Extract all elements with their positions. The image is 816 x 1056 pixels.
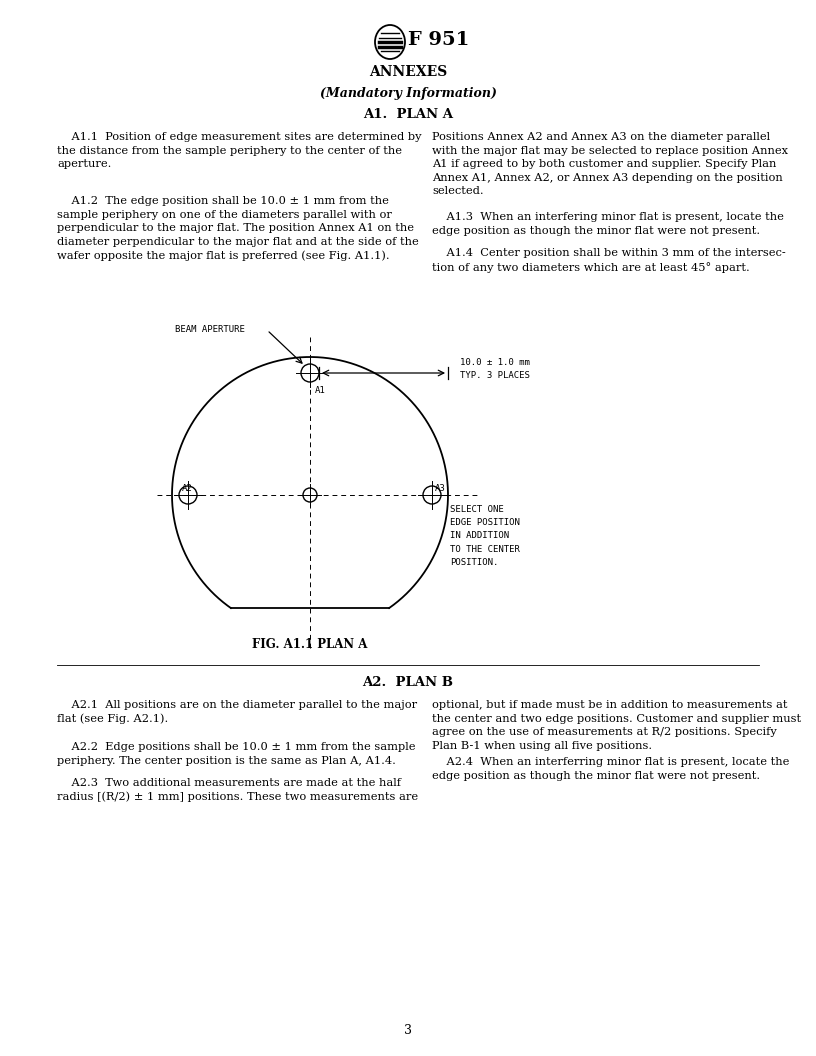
Text: optional, but if made must be in addition to measurements at
the center and two : optional, but if made must be in additio… xyxy=(432,700,801,751)
Text: FIG. A1.1 PLAN A: FIG. A1.1 PLAN A xyxy=(252,639,368,652)
Text: A3: A3 xyxy=(435,484,446,493)
Text: A1.  PLAN A: A1. PLAN A xyxy=(363,108,453,120)
Text: 10.0 ± 1.0 mm
TYP. 3 PLACES: 10.0 ± 1.0 mm TYP. 3 PLACES xyxy=(460,358,530,380)
Text: ANNEXES: ANNEXES xyxy=(369,65,447,79)
Text: A2.  PLAN B: A2. PLAN B xyxy=(362,676,454,689)
Text: A2.3  Two additional measurements are made at the half
radius [(R/2) ± 1 mm] pos: A2.3 Two additional measurements are mad… xyxy=(57,778,418,803)
Text: A2: A2 xyxy=(182,484,193,493)
Text: A1.2  The edge position shall be 10.0 ± 1 mm from the
sample periphery on one of: A1.2 The edge position shall be 10.0 ± 1… xyxy=(57,196,419,261)
Text: F 951: F 951 xyxy=(408,31,469,49)
Text: Positions Annex A2 and Annex A3 on the diameter parallel
with the major flat may: Positions Annex A2 and Annex A3 on the d… xyxy=(432,132,788,196)
Text: A1.4  Center position shall be within 3 mm of the intersec-
tion of any two diam: A1.4 Center position shall be within 3 m… xyxy=(432,248,786,272)
Text: A2.2  Edge positions shall be 10.0 ± 1 mm from the sample
periphery. The center : A2.2 Edge positions shall be 10.0 ± 1 mm… xyxy=(57,742,415,766)
Text: A1.3  When an interfering minor flat is present, locate the
edge position as tho: A1.3 When an interfering minor flat is p… xyxy=(432,212,784,235)
Text: A1: A1 xyxy=(315,386,326,395)
Text: A2.1  All positions are on the diameter parallel to the major
flat (see Fig. A2.: A2.1 All positions are on the diameter p… xyxy=(57,700,417,724)
Text: SELECT ONE
EDGE POSITION
IN ADDITION
TO THE CENTER
POSITION.: SELECT ONE EDGE POSITION IN ADDITION TO … xyxy=(450,505,520,567)
Text: BEAM APERTURE: BEAM APERTURE xyxy=(175,325,245,335)
Text: A1.1  Position of edge measurement sites are determined by
the distance from the: A1.1 Position of edge measurement sites … xyxy=(57,132,422,169)
Text: (Mandatory Information): (Mandatory Information) xyxy=(320,87,496,99)
Text: 3: 3 xyxy=(404,1023,412,1037)
Text: A2.4  When an interferring minor flat is present, locate the
edge position as th: A2.4 When an interferring minor flat is … xyxy=(432,757,789,780)
